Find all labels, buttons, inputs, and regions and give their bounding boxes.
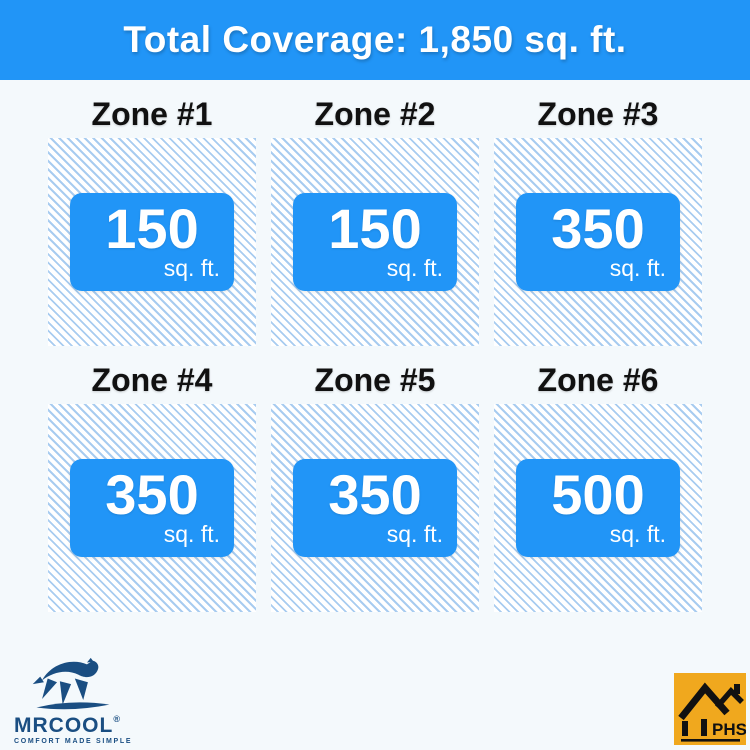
coverage-value: 500 bbox=[551, 463, 645, 527]
zone-panel-5: Zone #5 350 sq. ft. bbox=[271, 346, 479, 612]
zone-row-2: Zone #4 350 sq. ft. Zone #5 350 sq. ft. … bbox=[0, 346, 750, 612]
zone-title: Zone #4 bbox=[91, 362, 213, 398]
coverage-unit: sq. ft. bbox=[163, 521, 220, 548]
polar-bear-icon bbox=[32, 657, 110, 710]
house-roof-icon: PHS bbox=[678, 682, 746, 742]
coverage-value: 350 bbox=[105, 463, 199, 527]
zone-coverage-area: 350 sq. ft. bbox=[48, 404, 256, 612]
coverage-unit: sq. ft. bbox=[609, 521, 666, 548]
zone-row-1: Zone #1 150 sq. ft. Zone #2 150 sq. ft. … bbox=[0, 80, 750, 346]
zone-panel-4: Zone #4 350 sq. ft. bbox=[48, 346, 256, 612]
mrcool-tagline: COMFORT MADE SIMPLE bbox=[14, 738, 133, 745]
zone-panel-1: Zone #1 150 sq. ft. bbox=[48, 80, 256, 346]
coverage-value: 150 bbox=[105, 197, 199, 261]
header-banner: Total Coverage: 1,850 sq. ft. bbox=[0, 0, 750, 80]
zone-panel-3: Zone #3 350 sq. ft. bbox=[494, 80, 702, 346]
coverage-card: 350 sq. ft. bbox=[70, 459, 234, 557]
coverage-unit: sq. ft. bbox=[386, 255, 443, 282]
mrcool-brand-text: MRCOOL bbox=[14, 714, 114, 737]
phs-underline bbox=[681, 739, 740, 742]
registered-mark: ® bbox=[113, 714, 120, 724]
coverage-card: 150 sq. ft. bbox=[70, 193, 234, 291]
coverage-value: 350 bbox=[551, 197, 645, 261]
coverage-value: 150 bbox=[328, 197, 422, 261]
mrcool-wordmark: MRCOOL® bbox=[14, 714, 130, 737]
zone-panel-2: Zone #2 150 sq. ft. bbox=[271, 80, 479, 346]
coverage-card: 500 sq. ft. bbox=[516, 459, 680, 557]
zone-coverage-area: 150 sq. ft. bbox=[48, 138, 256, 346]
zone-coverage-area: 350 sq. ft. bbox=[271, 404, 479, 612]
total-coverage-title: Total Coverage: 1,850 sq. ft. bbox=[123, 19, 627, 60]
coverage-value: 350 bbox=[328, 463, 422, 527]
coverage-unit: sq. ft. bbox=[609, 255, 666, 282]
zone-title: Zone #3 bbox=[537, 96, 659, 132]
phs-label: PHS bbox=[712, 720, 746, 739]
zone-title: Zone #6 bbox=[537, 362, 659, 398]
zone-coverage-area: 150 sq. ft. bbox=[271, 138, 479, 346]
zone-title: Zone #2 bbox=[314, 96, 436, 132]
phs-logo: PHS bbox=[674, 673, 746, 745]
coverage-card: 350 sq. ft. bbox=[516, 193, 680, 291]
zone-panel-6: Zone #6 500 sq. ft. bbox=[494, 346, 702, 612]
zone-title: Zone #1 bbox=[91, 96, 213, 132]
coverage-card: 150 sq. ft. bbox=[293, 193, 457, 291]
zone-title: Zone #5 bbox=[314, 362, 436, 398]
zone-coverage-area: 500 sq. ft. bbox=[494, 404, 702, 612]
mrcool-logo: MRCOOL® COMFORT MADE SIMPLE bbox=[14, 656, 133, 745]
coverage-card: 350 sq. ft. bbox=[293, 459, 457, 557]
coverage-unit: sq. ft. bbox=[386, 521, 443, 548]
coverage-unit: sq. ft. bbox=[163, 255, 220, 282]
zone-coverage-area: 350 sq. ft. bbox=[494, 138, 702, 346]
